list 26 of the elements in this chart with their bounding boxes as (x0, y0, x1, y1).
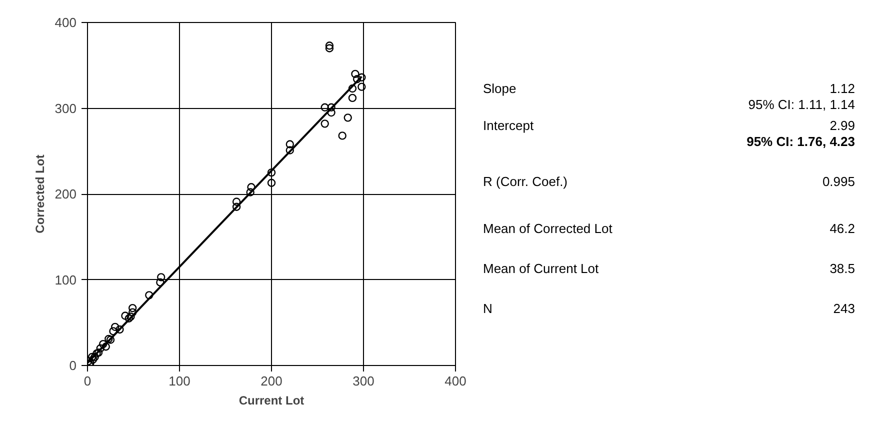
text: 2.99 (830, 117, 855, 135)
text: Intercept (483, 117, 534, 135)
x-tick-label: 100 (168, 374, 190, 388)
x-tick-label: 400 (444, 374, 466, 388)
text: 243 (833, 300, 855, 318)
text: 95% CI: 1.76, 4.23 (746, 133, 855, 151)
y-tick-label: 400 (54, 15, 77, 30)
text: 0.995 (822, 173, 855, 191)
text: 46.2 (830, 220, 855, 238)
text: 95% CI: 1.11, 1.14 (748, 96, 855, 114)
y-tick-label: 300 (54, 100, 77, 116)
text: 1.12 (830, 80, 855, 98)
text: N (483, 300, 492, 318)
y-tick-label: 200 (54, 186, 77, 202)
y-axis-title: Corrected Lot (32, 154, 47, 234)
text: Slope (483, 80, 516, 98)
text: R (Corr. Coef.) (483, 173, 568, 191)
x-tick-label: 0 (84, 374, 92, 388)
x-tick-label: 200 (260, 374, 282, 388)
y-tick-label: 100 (54, 272, 77, 288)
text: Mean of Current Lot (483, 260, 599, 278)
text: Mean of Corrected Lot (483, 220, 612, 238)
x-tick-label: 300 (352, 374, 374, 388)
text: 38.5 (830, 260, 855, 278)
y-tick-label: 0 (69, 358, 77, 373)
x-axis-title: Current Lot (238, 394, 304, 408)
